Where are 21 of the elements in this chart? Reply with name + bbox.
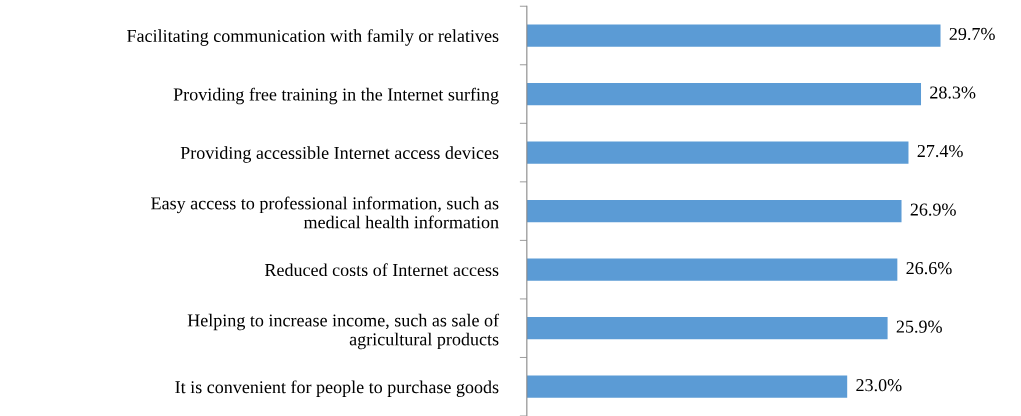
bar <box>526 200 902 223</box>
y-tick-label: Facilitating communication with family or relatives <box>127 29 499 46</box>
data-label: 27.4% <box>917 144 963 158</box>
data-label: 28.3% <box>930 86 976 99</box>
data-label: 23.0% <box>856 379 902 392</box>
y-tick-label: Helping to increase income, such as sale of agricultural products <box>187 313 500 350</box>
y-tick-label: Providing accessible Internet access devices <box>180 146 499 163</box>
data-label: 26.6% <box>906 261 952 275</box>
bar <box>526 375 848 398</box>
y-tick-label: Easy access to professional information, such as medical health information <box>151 196 499 229</box>
data-label: 26.9% <box>910 203 956 216</box>
y-tick-label: Reduced costs of Internet access <box>264 263 499 277</box>
bar <box>526 82 922 106</box>
bar <box>526 317 888 340</box>
bar <box>526 24 941 47</box>
y-tick-label: Providing free training in the Internet surfing <box>173 87 499 105</box>
y-tick-label: It is convenient for people to purchase goods <box>175 380 499 397</box>
data-label: 25.9% <box>896 320 942 333</box>
data-label: 29.7% <box>949 27 995 41</box>
bar <box>526 258 898 281</box>
bar <box>526 141 909 164</box>
